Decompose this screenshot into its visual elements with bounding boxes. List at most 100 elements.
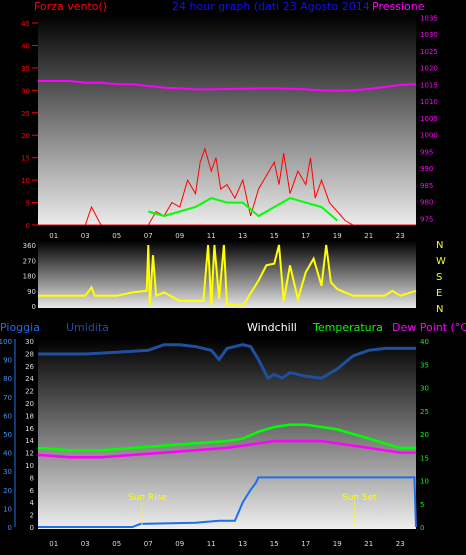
rain-tick-label: 4 [30,499,35,507]
pressure-tick-label: 995 [420,148,433,156]
dew-point-series-line [37,439,416,459]
rain-tick-label: 16 [25,425,34,433]
hour-tick-label: 23 [396,540,405,548]
hour-tick-label: 11 [207,232,216,240]
hour-tick-label: 19 [333,232,342,240]
hour-tick-label: 21 [364,540,373,548]
rain-series-line [38,476,417,528]
hour-tick-label: 17 [301,232,310,240]
wind-tick-label: 5 [26,200,30,208]
temperature-tick-label: 20 [420,431,429,439]
wind-tick-label: 40 [21,42,30,50]
compass-label: E [436,288,442,299]
legend-dew-point: Dew Point (°C) [392,321,466,334]
pressure-tick-label: 1010 [420,98,438,106]
compass-label: W [436,256,446,267]
rain-tick-label: 10 [25,462,34,470]
wind-average-line [148,197,338,222]
wind-tick-label: 20 [21,132,30,140]
humidity-tick-label: 80 [3,375,12,383]
hour-tick-label: 17 [301,540,310,548]
hour-tick-label: 03 [81,232,90,240]
pressure-tick-label: 1035 [420,14,438,22]
hour-tick-label: 01 [49,232,58,240]
hour-tick-label: 23 [396,232,405,240]
wind-axis-title: Forza vento() [34,0,107,13]
temperature-series-line [37,423,416,452]
hour-tick-label: 01 [49,540,58,548]
wind-pressure-plot-area [38,14,416,225]
hour-tick-label: 13 [238,540,247,548]
pressure-tick-label: 1015 [420,81,438,89]
humidity-tick-label: 0 [8,524,12,532]
direction-tick-label: 270 [23,257,36,265]
rain-tick-label: 26 [25,363,34,371]
wind-tick-label: 30 [21,87,30,95]
compass-label: N [436,304,443,315]
temperature-tick-label: 15 [420,454,429,462]
humidity-tick-label: 40 [3,450,12,458]
wind-tick-label: 15 [21,155,30,163]
graph-title: 24 hour graph (dati 23 Agosto 2014 [172,0,370,13]
rain-tick-label: 20 [25,400,34,408]
hour-tick-label: 07 [144,540,153,548]
rain-tick-label: 18 [25,412,34,420]
temperature-tick-label: 10 [420,478,429,486]
temperature-tick-label: 5 [420,501,424,509]
hour-tick-label: 19 [333,540,342,548]
humidity-tick-label: 60 [3,412,12,420]
pressure-tick-label: 990 [420,165,433,173]
rain-tick-label: 14 [25,437,34,445]
hour-tick-label: 15 [270,540,279,548]
humidity-tick-label: 20 [3,487,12,495]
humidity-tick-label: 50 [3,431,12,439]
pressure-axis-title: Pressione [372,0,425,13]
compass-label: S [436,272,442,283]
pressure-series-line [38,80,417,92]
pressure-tick-label: 1020 [420,65,438,73]
direction-tick-label: 0 [32,303,36,311]
rain-tick-label: 28 [25,350,34,358]
wind-tick-label: 10 [21,177,30,185]
hour-tick-label: 09 [175,540,184,548]
temperature-tick-label: 30 [420,385,429,393]
legend-windchill: Windchill [247,321,297,334]
hour-tick-label: 09 [175,232,184,240]
pressure-tick-label: 1030 [420,31,438,39]
hour-tick-label: 03 [81,540,90,548]
pressure-tick-label: 985 [420,182,433,190]
rain-tick-label: 6 [30,487,35,495]
pressure-tick-label: 1005 [420,115,438,123]
pressure-tick-label: 980 [420,199,433,207]
hour-tick-label: 05 [112,232,121,240]
temperature-tick-label: 35 [420,361,429,369]
rain-tick-label: 8 [30,474,34,482]
pressure-tick-label: 1025 [420,48,438,56]
pressure-tick-label: 1000 [420,132,438,140]
hour-tick-label: 13 [238,232,247,240]
humidity-tick-label: 30 [3,468,12,476]
humidity-tick-label: 10 [3,505,12,513]
rain-tick-label: 22 [25,388,34,396]
direction-tick-label: 360 [23,242,36,250]
hour-tick-label: 21 [364,232,373,240]
wind-tick-label: 0 [26,222,30,230]
direction-tick-label: 90 [27,288,36,296]
humidity-tick-label: 70 [3,394,12,402]
hour-tick-label: 07 [144,232,153,240]
humidity-tick-label: 100 [0,338,12,346]
temperature-tick-label: 40 [420,338,429,346]
rain-tick-label: 30 [25,338,34,346]
compass-label: N [436,240,443,251]
legend-temperatura: Temperatura [312,321,383,334]
humidity-series-line [38,343,416,381]
hour-tick-label: 11 [207,540,216,548]
wind-tick-label: 45 [21,20,30,28]
sun-set-label: Sun Set [342,493,377,503]
wind-tick-label: 25 [21,110,30,118]
sun-rise-label: Sun Rise [128,493,167,503]
hour-tick-label: 05 [112,540,121,548]
rain-tick-label: 24 [25,375,34,383]
legend-umidita: Umidita [66,321,109,334]
